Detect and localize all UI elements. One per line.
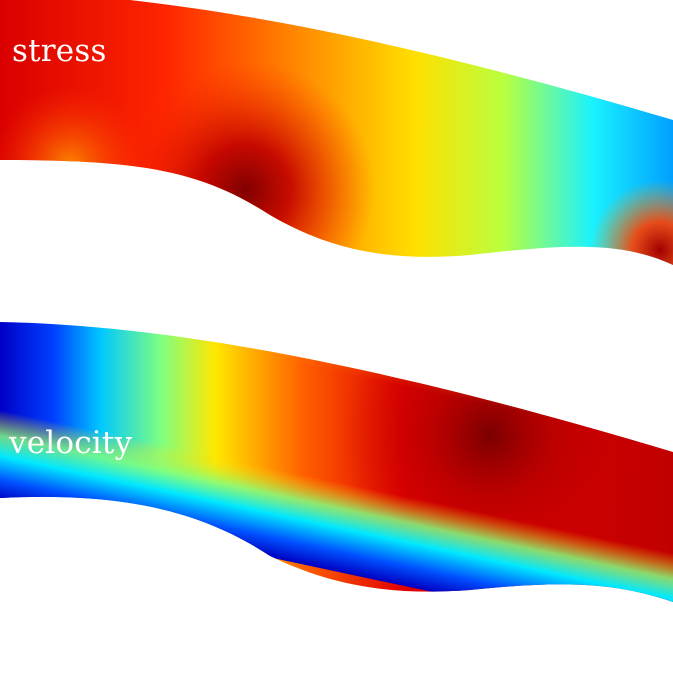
velocity-top-edge (0, 322, 673, 602)
velocity-label: velocity (9, 425, 133, 461)
stress-label: stress (12, 33, 107, 69)
